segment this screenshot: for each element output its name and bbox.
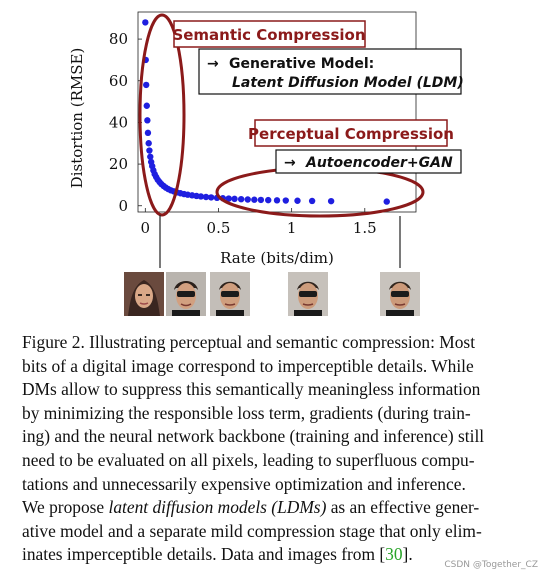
caption-emphasis: latent diffusion models (LDMs) [108, 497, 327, 518]
caption-text: inates imperceptible details. Data and i… [22, 544, 386, 565]
perceptual-ellipse [215, 166, 425, 218]
semantic-desc-box [198, 48, 462, 95]
sample-image-2 [166, 272, 206, 316]
watermark: CSDN @Together_CZ [444, 560, 538, 570]
data-point [231, 195, 238, 203]
x-tick-label: 0.5 [207, 219, 231, 237]
semantic-title: Semantic Compression [172, 26, 365, 44]
caption-line: ing) and the neural network backbone (tr… [22, 426, 485, 447]
perceptual-title: Perceptual Compression [248, 125, 454, 143]
sample-image-5 [380, 272, 420, 316]
caption-line: ative model and a separate mild compress… [22, 520, 482, 541]
data-point [142, 19, 149, 26]
caption-line: We propose latent diffusion models (LDMs… [22, 496, 522, 520]
x-tick-label: 0 [141, 219, 151, 237]
sample-image-3 [210, 272, 250, 316]
perceptual-desc-line1: Autoencoder+GAN [305, 155, 453, 171]
semantic-desc-line2: Latent Diffusion Model (LDM) [232, 75, 464, 91]
data-point [142, 81, 150, 89]
data-point [225, 195, 232, 202]
x-tick-label: 1 [287, 219, 297, 237]
y-tick-label: 40 [109, 113, 128, 131]
data-point [202, 193, 210, 201]
y-tick-label: 80 [109, 30, 128, 48]
data-point [244, 196, 251, 203]
x-axis-label: Rate (bits/dim) [220, 249, 334, 267]
caption-line: need to be evaluated on all pixels, lead… [22, 449, 475, 470]
y-axis-ticks: 0 20 40 60 80 [109, 30, 142, 215]
caption-line: bits of a digital image correspond to im… [22, 355, 474, 376]
sample-image-4 [288, 272, 328, 316]
data-point [144, 129, 152, 137]
data-point [282, 197, 289, 204]
caption-text: We propose [22, 497, 109, 518]
data-point [294, 197, 301, 204]
data-point [207, 194, 215, 201]
y-axis-label: Distortion (RMSE) [68, 48, 86, 189]
y-tick-label: 60 [109, 72, 128, 90]
citation-link[interactable]: 30 [385, 544, 403, 565]
x-axis-ticks: 0 0.5 1 1.5 [141, 208, 377, 237]
data-point [197, 193, 205, 200]
data-point [237, 195, 245, 203]
y-tick-label: 20 [109, 155, 128, 173]
data-point [251, 196, 258, 203]
caption-line: DMs allow to suppress this semantically … [22, 379, 481, 400]
caption-line: Figure 2. Illustrating perceptual and se… [22, 332, 476, 352]
data-point [273, 197, 281, 204]
data-point [257, 196, 265, 204]
data-point [308, 197, 316, 205]
data-point [383, 198, 390, 205]
perceptual-arrow: → [284, 155, 296, 171]
perceptual-desc-box [275, 149, 462, 174]
semantic-arrow: → [207, 56, 219, 72]
sample-image-1 [124, 272, 164, 316]
data-points [142, 19, 390, 205]
data-point [144, 117, 151, 124]
semantic-desc-line1: Generative Model: [229, 56, 374, 72]
caption-line: tations and unnecessarily expensive opti… [22, 473, 466, 494]
data-point [146, 147, 153, 154]
data-point [265, 196, 272, 204]
caption-text: ]. [402, 544, 413, 565]
caption-line: inates imperceptible details. Data and i… [22, 543, 522, 567]
semantic-ellipse [138, 13, 186, 217]
plot-frame [137, 11, 417, 213]
data-point [327, 197, 335, 205]
data-point [147, 153, 154, 160]
perceptual-title-box [254, 119, 448, 147]
semantic-title-box [173, 20, 366, 48]
data-point [143, 102, 150, 109]
x-tick-label: 1.5 [353, 219, 377, 237]
figure-caption: Figure 2. Illustrating perceptual and se… [22, 331, 522, 567]
caption-line: by minimizing the responsible loss term,… [22, 402, 471, 423]
caption-text: as an effective gener- [326, 497, 480, 518]
y-tick-label: 0 [118, 197, 128, 215]
data-point [145, 140, 152, 147]
